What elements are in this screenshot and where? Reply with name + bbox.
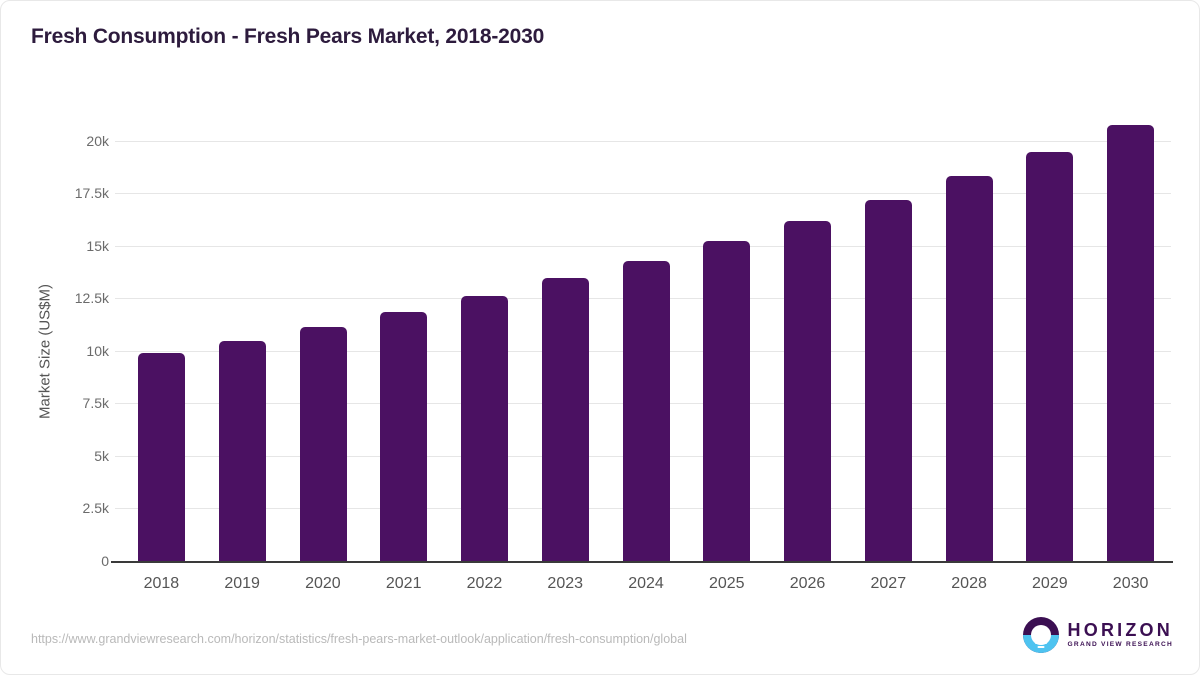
- y-tick-mark: [115, 403, 121, 405]
- bar-group[interactable]: [929, 109, 1010, 561]
- bar-group[interactable]: [686, 109, 767, 561]
- y-tick-mark: [115, 298, 121, 300]
- bar-group[interactable]: [202, 109, 283, 561]
- bar-group[interactable]: [363, 109, 444, 561]
- bar[interactable]: [541, 278, 589, 561]
- y-tick-mark: [115, 455, 121, 457]
- y-tick-label: 5k: [94, 447, 109, 464]
- y-tick-label: 15k: [86, 237, 109, 254]
- plot-area: 0 2.5k 5k 7.5k 10k 12.5k 15k 17.5k 20k 2018 2019 2…: [75, 109, 1173, 592]
- bar-group[interactable]: [767, 109, 848, 561]
- bar[interactable]: [1026, 152, 1074, 561]
- bar[interactable]: [784, 221, 832, 561]
- bar[interactable]: [299, 326, 347, 561]
- bar[interactable]: [945, 176, 993, 561]
- bar[interactable]: [864, 200, 912, 561]
- x-tick-label: 2021: [385, 575, 422, 592]
- logo-tagline: GRAND VIEW RESEARCH: [1067, 641, 1173, 649]
- y-tick-label: 7.5k: [82, 395, 109, 412]
- bar[interactable]: [1107, 124, 1155, 561]
- logo-sun-icon: [1030, 625, 1051, 645]
- bar-group[interactable]: [444, 109, 525, 561]
- x-tick-label: 2025: [708, 575, 745, 592]
- page-title: Fresh Consumption - Fresh Pears Market, …: [31, 25, 545, 48]
- bar[interactable]: [380, 311, 428, 561]
- y-tick-mark: [115, 350, 121, 352]
- x-tick-label: 2020: [305, 575, 341, 592]
- bar-group[interactable]: [525, 109, 606, 561]
- logo-ray-icon: [1032, 638, 1050, 640]
- bar-group[interactable]: [848, 109, 929, 561]
- logo-text: HORIZON GRAND VIEW RESEARCH: [1068, 621, 1173, 649]
- bar[interactable]: [622, 261, 670, 561]
- x-tick-label: 2022: [466, 575, 503, 592]
- y-tick-label: 2.5k: [82, 500, 109, 517]
- y-tick-mark: [115, 193, 121, 195]
- bar-group[interactable]: [1009, 109, 1090, 561]
- x-tick-label: 2029: [1032, 575, 1068, 592]
- x-tick-label: 2019: [224, 575, 260, 592]
- horizon-logo[interactable]: HORIZON GRAND VIEW RESEARCH: [1022, 617, 1173, 653]
- y-tick-label: 10k: [86, 342, 109, 359]
- logo-wordmark: HORIZON: [1067, 620, 1173, 641]
- bar-group[interactable]: [606, 109, 687, 561]
- gridline: [121, 245, 1171, 247]
- horizon-logo-icon: [1022, 617, 1059, 653]
- x-tick-label: 2028: [951, 575, 987, 592]
- y-tick-mark: [115, 245, 121, 247]
- y-tick-label: 17.5k: [74, 185, 109, 202]
- y-tick-label: 12.5k: [74, 290, 109, 307]
- bar[interactable]: [218, 341, 266, 561]
- x-tick-label: 2030: [1112, 575, 1149, 592]
- bar-group[interactable]: [121, 109, 202, 561]
- y-tick-label: 20k: [86, 132, 109, 149]
- logo-ray-icon: [1037, 646, 1045, 648]
- x-tick-label: 2026: [789, 575, 826, 592]
- logo-ray-icon: [1034, 642, 1047, 644]
- x-axis-baseline: [111, 561, 1173, 563]
- gridline: [121, 140, 1171, 142]
- bar-group[interactable]: [1090, 109, 1171, 561]
- x-tick-label: 2024: [628, 575, 664, 592]
- x-tick-label: 2018: [143, 575, 180, 592]
- bar[interactable]: [138, 352, 185, 561]
- gridline: [121, 193, 1171, 195]
- bar[interactable]: [461, 296, 509, 561]
- y-tick-label: 0: [101, 553, 109, 569]
- x-tick-label: 2023: [547, 575, 584, 592]
- source-url[interactable]: https://www.grandviewresearch.com/horizo…: [31, 632, 687, 646]
- bar-series: [121, 109, 1171, 561]
- bar[interactable]: [703, 241, 751, 561]
- bar-group[interactable]: [283, 109, 364, 561]
- y-tick-mark: [115, 140, 121, 142]
- y-tick-mark: [115, 508, 121, 510]
- x-tick-label: 2027: [870, 575, 907, 592]
